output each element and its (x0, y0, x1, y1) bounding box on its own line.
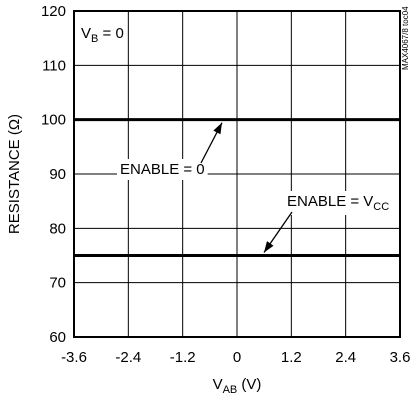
x-tick-label: -3.6 (61, 349, 87, 366)
enable0-label: ENABLE = 0 (120, 161, 205, 178)
y-tick-label: 120 (41, 3, 66, 20)
y-tick-label: 70 (49, 275, 66, 292)
x-tick-label: -1.2 (170, 349, 196, 366)
enablevcc-label-bg (284, 191, 393, 215)
y-tick-label: 80 (49, 220, 66, 237)
plot-frame (73, 10, 401, 338)
x-tick-label: 2.4 (335, 349, 356, 366)
x-axis-label: VAB (V) (213, 376, 262, 396)
x-tick-label: 0 (233, 349, 241, 366)
series-lines (74, 118, 400, 257)
figure-code: MAX4067/8 toc04 (401, 6, 410, 70)
x-tick-label: 3.6 (390, 349, 410, 366)
condition-label-bg (79, 24, 126, 46)
x-tick-label: -2.4 (115, 349, 141, 366)
enablevcc-arrow (263, 211, 293, 253)
enable0-arrow (200, 122, 223, 164)
y-tick-label: 110 (42, 57, 66, 74)
enablevcc-arrow-head (264, 241, 274, 253)
x-tick-label: 1.2 (281, 349, 302, 366)
enablevcc-label: ENABLE = VCC (287, 193, 389, 213)
y-tick-label: 90 (49, 166, 66, 183)
y-tick-label: 60 (49, 329, 66, 346)
enable0-label-bg (117, 159, 208, 180)
y-axis-label: RESISTANCE (Ω) (6, 114, 23, 234)
enable0-arrow-head (213, 122, 222, 135)
axis-ticks: -3.6 -2.4 -1.2 0 1.2 2.4 3.6 60 70 80 90 100 110 120 (41, 3, 410, 366)
y-tick-label: 100 (41, 112, 66, 129)
condition-label: VB = 0 (81, 25, 124, 45)
